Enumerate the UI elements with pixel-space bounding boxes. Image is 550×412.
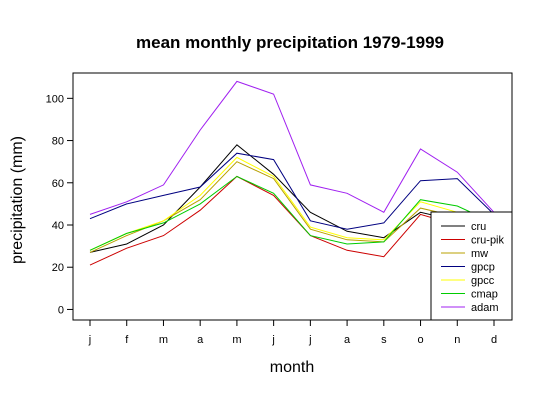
plot-frame	[72, 72, 513, 321]
x-tick-label: d	[491, 334, 497, 346]
x-tick-label: a	[197, 334, 204, 346]
y-tick-label: 100	[46, 93, 64, 105]
legend-label-cru-pik: cru-pik	[471, 235, 505, 247]
x-tick-label: o	[417, 334, 423, 346]
legend-label-mw: mw	[471, 248, 488, 260]
y-tick-label: 0	[58, 304, 64, 316]
y-tick-label: 20	[52, 262, 64, 274]
series-line-cru-pik	[89, 175, 495, 266]
x-tick-label: j	[308, 334, 311, 346]
chart-title: mean monthly precipitation 1979-1999	[136, 33, 444, 52]
legend-label-cmap: cmap	[471, 289, 498, 301]
series-line-gpcc	[89, 156, 495, 251]
x-tick-label: m	[232, 334, 241, 346]
legend-label-cru: cru	[471, 221, 486, 233]
legend-label-gpcp: gpcp	[471, 262, 495, 274]
series-line-cru	[89, 144, 495, 253]
x-tick-label: a	[344, 334, 351, 346]
series-line-adam	[89, 80, 495, 215]
series-line-gpcp	[89, 152, 495, 230]
y-axis-title: precipitation (mm)	[9, 136, 26, 264]
series-line-cmap	[89, 175, 495, 251]
x-tick-label: j	[271, 334, 274, 346]
x-tick-label: j	[88, 334, 91, 346]
y-tick-label: 80	[52, 136, 64, 148]
y-tick-label: 60	[52, 178, 64, 190]
x-tick-label: f	[125, 334, 129, 346]
x-tick-label: s	[381, 334, 387, 346]
x-tick-label: n	[454, 334, 460, 346]
legend-label-gpcc: gpcc	[471, 275, 495, 287]
x-tick-label: m	[159, 334, 168, 346]
x-axis-title: month	[270, 359, 314, 376]
y-tick-label: 40	[52, 220, 64, 232]
legend-label-adam: adam	[471, 302, 499, 314]
